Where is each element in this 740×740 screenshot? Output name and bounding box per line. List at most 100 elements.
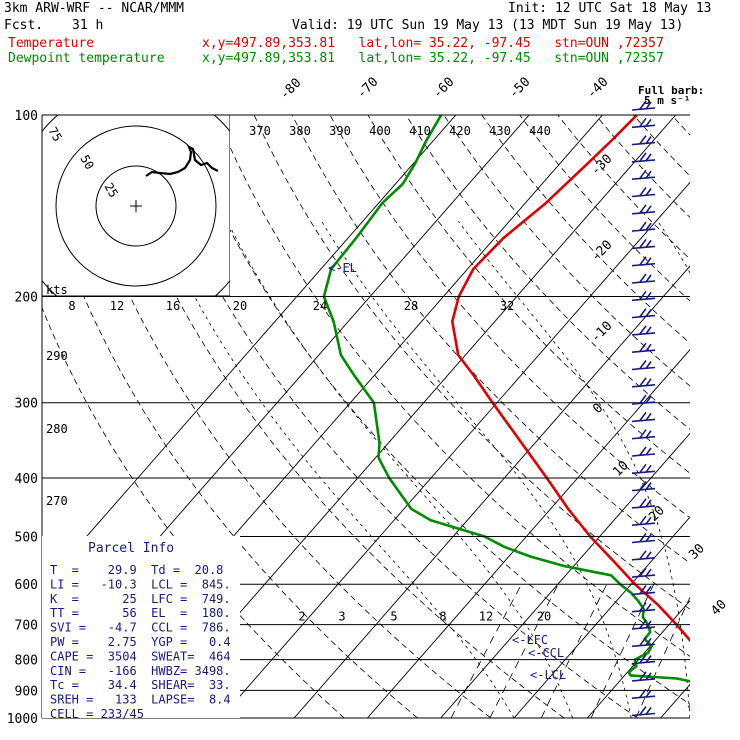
wind-barb-flag <box>645 118 652 127</box>
wind-barb-flag <box>645 707 652 715</box>
wind-barb-flag <box>639 135 647 145</box>
wind-barb-flag <box>639 325 647 335</box>
thetae-label-290: 290 <box>46 349 68 363</box>
wind-barb <box>631 557 656 561</box>
wind-barb-flag <box>639 688 647 698</box>
wind-barb-flag <box>645 170 652 179</box>
wind-barb <box>631 349 656 353</box>
wind-barb-flag <box>639 377 647 387</box>
dewpoint-legend: Dewpoint temperature <box>8 51 165 66</box>
speed-label-28: 28 <box>404 299 418 313</box>
wind-barb-flag <box>645 274 652 283</box>
forecast-hour: 31 h <box>72 18 104 33</box>
wind-barb-flag <box>645 499 652 508</box>
temperature-legend: Temperature <box>8 36 95 51</box>
parcel-info-bg <box>42 536 240 718</box>
pressure-label-900: 900 <box>15 684 38 699</box>
parcel-info-row: SVI = -4.7 CCL = 786. <box>50 621 231 635</box>
wind-barb-flag <box>645 655 652 664</box>
wind-barb-flag <box>645 326 652 335</box>
theta-label-370: 370 <box>249 124 271 138</box>
mixing-ratio-2 <box>450 584 522 718</box>
wind-barbs <box>631 100 656 717</box>
wind-barb-flag <box>639 411 647 421</box>
dry-adiabat-410 <box>595 115 690 219</box>
isotherm-label--50: -50 <box>506 75 533 102</box>
dry-adiabat-260 <box>42 177 418 718</box>
wind-barb <box>631 453 656 457</box>
pressure-label-500: 500 <box>15 530 38 545</box>
wind-barb-flag <box>645 378 652 387</box>
wind-barb <box>631 574 656 578</box>
wind-barb-flag <box>639 342 647 352</box>
thetae-label-280: 280 <box>46 422 68 436</box>
wind-barb-flag <box>645 309 652 318</box>
parcel-info-row: SREH = 133 LAPSE= 8.4 <box>50 693 231 707</box>
theta-label-390: 390 <box>329 124 351 138</box>
mixing-ratio-8 <box>590 584 655 718</box>
dry-adiabat-350 <box>367 115 690 474</box>
wind-barb-flag <box>639 671 647 681</box>
wind-barb <box>631 505 656 509</box>
pressure-label-400: 400 <box>15 472 38 487</box>
barb-legend-title: Full barb: <box>638 84 704 97</box>
speed-label-16: 16 <box>166 299 180 313</box>
dry-adiabat-440 <box>709 115 740 718</box>
wind-barb <box>631 401 656 405</box>
mixing-ratio-label-5: 5 <box>390 610 397 624</box>
wind-barb <box>631 522 656 526</box>
wind-barb-flag <box>645 689 652 698</box>
parcel-info-row: PW = 2.75 YGP = 0.4 <box>50 635 231 649</box>
wind-barb-flag <box>645 551 652 560</box>
theta-label-430: 430 <box>489 124 511 138</box>
dry-adiabat-290 <box>139 115 638 718</box>
wind-barb-flag <box>639 636 647 646</box>
parcel-info-row: Tc = 34.4 SHEAR= 33. <box>50 678 231 692</box>
annotation-lfc: <-LFC <box>512 633 548 647</box>
wind-barb <box>631 107 656 111</box>
wind-barb-flag <box>639 290 647 300</box>
dry-adiabat-250 <box>42 306 345 718</box>
wind-barb <box>631 211 656 215</box>
wind-barb <box>631 245 656 250</box>
wind-barb-flag <box>639 481 647 491</box>
isotherm-label--40: -40 <box>584 75 611 102</box>
wind-barb <box>631 678 656 682</box>
wind-barb-flag <box>645 395 652 404</box>
wind-barb-flag <box>639 567 647 577</box>
isotherm-label--30: -30 <box>588 152 615 179</box>
wind-barb-flag <box>645 188 652 196</box>
mixing-ratio-label-12: 12 <box>479 610 493 624</box>
isotherm-10 <box>586 600 690 718</box>
isotherm-label--20: -20 <box>588 238 615 265</box>
wind-barb <box>631 193 656 198</box>
wind-barb-flag <box>645 343 652 352</box>
mixing-ratio-label-2: 2 <box>298 610 305 624</box>
hodograph-ring-label-50: 50 <box>77 153 96 173</box>
parcel-info-row: K = 25 LFC = 749. <box>50 592 231 606</box>
isotherm-20 <box>660 683 690 718</box>
dry-adiabat-370 <box>443 115 690 387</box>
parcel-info-row: CELL = 233/45 <box>50 707 144 721</box>
wind-barb <box>631 280 656 284</box>
wind-barb-flag <box>639 394 647 404</box>
wind-barb <box>631 159 656 163</box>
isotherm--10 <box>440 432 690 718</box>
wind-barb <box>631 176 656 180</box>
wind-barb-flag <box>645 447 652 456</box>
wind-barb-flag <box>645 205 652 214</box>
wind-barb-flag <box>645 222 652 231</box>
dewpoint-profile <box>322 115 690 709</box>
wind-barb <box>631 591 656 596</box>
wind-barb-flag <box>639 550 647 560</box>
wind-barb <box>631 418 656 423</box>
isotherm-label--80: -80 <box>277 76 304 103</box>
parcel-info-row: TT = 56 EL = 180. <box>50 606 231 620</box>
wind-barb-flag <box>645 585 652 594</box>
wind-barb-flag <box>639 117 647 127</box>
barb-legend-unit: 5 m s⁻¹ <box>644 94 690 107</box>
wind-barb-flag <box>639 533 647 542</box>
wind-barb <box>631 660 656 665</box>
parcel-info-row: CIN = -166 HWBZ= 3498. <box>50 664 231 678</box>
isotherm-label-30: 30 <box>686 541 708 563</box>
